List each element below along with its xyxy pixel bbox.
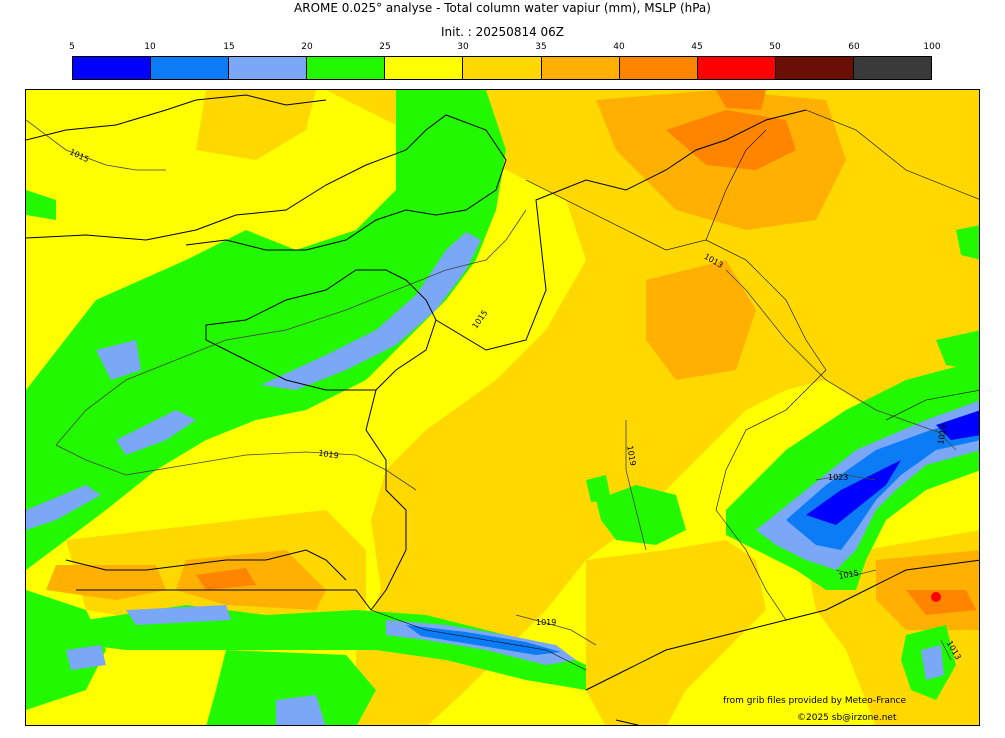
field-20-25 — [596, 485, 686, 545]
field-5-10 — [936, 410, 979, 440]
field-30-35 — [586, 540, 766, 725]
isobar-label: 1019 — [318, 449, 339, 461]
colorbar-tick: 40 — [613, 42, 625, 52]
colorbar-segment-60-100 — [853, 57, 932, 79]
field-40-45 — [196, 568, 256, 590]
colorbar-segment-10-15 — [151, 57, 230, 79]
field-15-20 — [921, 645, 944, 680]
field-30-35 — [196, 90, 316, 160]
isobar-label: 1023 — [828, 473, 848, 482]
copyright: ©2025 sb@irzone.net — [797, 713, 897, 723]
colorbar-segment-20-25 — [307, 57, 386, 79]
field-15-20 — [261, 232, 481, 390]
field-40-45 — [906, 590, 976, 615]
field-45-50 — [931, 592, 941, 602]
field-15-20 — [96, 340, 141, 380]
field-20-25 — [586, 475, 611, 502]
isobar-label: 1019 — [625, 445, 637, 467]
map-canvas: 1015 1013 1015 1019 1019 1023 1019 1015 … — [26, 90, 979, 725]
field-15-20 — [126, 605, 231, 625]
field-20-25 — [86, 605, 586, 690]
colorbar-tick: 5 — [69, 42, 75, 52]
field-35-40 — [46, 565, 166, 600]
colorbar-segment-50-60 — [775, 57, 854, 79]
colorbar-tick: 30 — [457, 42, 469, 52]
field-15-20 — [26, 485, 101, 530]
weather-map: 1015 1013 1015 1019 1019 1023 1019 1015 … — [25, 89, 980, 726]
colorbar-segment-30-35 — [463, 57, 542, 79]
colorbar-tick: 15 — [223, 42, 235, 52]
field-15-20 — [276, 695, 326, 725]
field-40-45 — [716, 90, 766, 110]
colorbar-segment-35-40 — [541, 57, 620, 79]
colorbar-segment-45-50 — [697, 57, 776, 79]
colorbar — [72, 56, 932, 80]
field-5-10 — [806, 460, 901, 525]
colorbar-tick: 10 — [144, 42, 156, 52]
field-20-25 — [936, 330, 979, 370]
colorbar-tick: 45 — [691, 42, 703, 52]
colorbar-tick: 20 — [301, 42, 313, 52]
colorbar-tick: 60 — [848, 42, 860, 52]
field-20-25 — [206, 650, 376, 725]
isobar-label: 1015 — [838, 568, 860, 580]
field-10-15 — [406, 625, 561, 655]
colorbar-tick: 35 — [535, 42, 547, 52]
isobar-label: 1019 — [536, 618, 556, 627]
field-40-45 — [666, 110, 796, 170]
isobar-label: 1019 — [936, 424, 948, 446]
field-15-20 — [66, 645, 106, 670]
source-credit: from grib files provided by Meteo-France — [723, 696, 907, 706]
field-35-40 — [646, 260, 756, 380]
init-time: Init. : 20250814 06Z — [440, 25, 565, 39]
colorbar-segment-15-20 — [229, 57, 308, 79]
colorbar-tick: 25 — [379, 42, 391, 52]
field-15-20 — [116, 410, 196, 455]
field-30-35 — [326, 90, 979, 725]
isobars — [26, 119, 957, 661]
colorbar-segment-40-45 — [619, 57, 698, 79]
field-20-25 — [26, 90, 506, 570]
colorbar-tick: 50 — [769, 42, 781, 52]
map-title: AROME 0.025° analyse - Total column wate… — [294, 1, 711, 15]
coastlines — [26, 94, 979, 725]
colorbar-segment-25-30 — [385, 57, 464, 79]
colorbar-segment-5-10 — [73, 57, 152, 79]
field-20-25 — [26, 190, 56, 220]
field-20-25 — [956, 225, 979, 260]
borders — [370, 109, 979, 671]
colorbar-tick: 100 — [923, 42, 941, 52]
